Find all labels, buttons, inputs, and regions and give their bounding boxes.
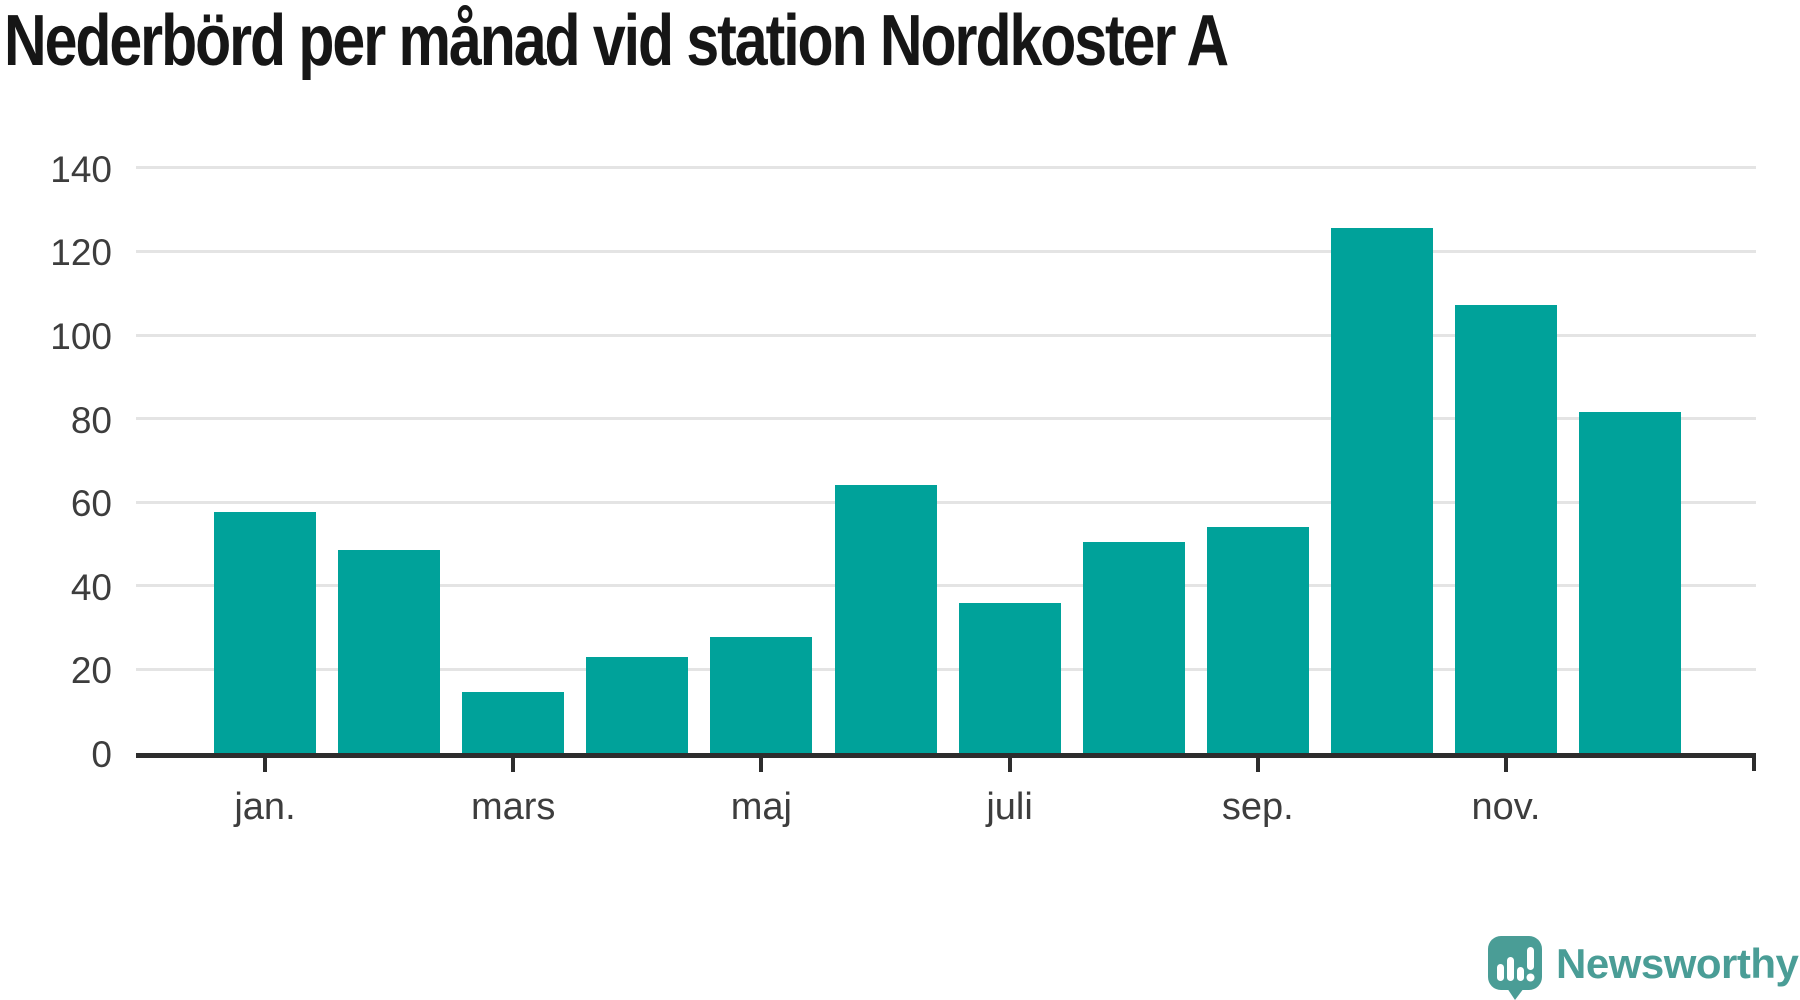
x-axis-label: jan. bbox=[234, 786, 296, 828]
x-axis-tick-jan bbox=[263, 753, 267, 772]
bar-month-6 bbox=[834, 485, 937, 753]
x-axis-label: juli bbox=[986, 786, 1033, 828]
newsworthy-logo-text: Newsworthy bbox=[1556, 940, 1799, 987]
bar-month-9 bbox=[1206, 527, 1309, 753]
bar-month-7 bbox=[958, 603, 1061, 753]
bar-month-1 bbox=[214, 512, 316, 753]
x-axis-line bbox=[136, 753, 1756, 758]
x-axis-tick-maj bbox=[759, 753, 764, 772]
gridline-y-80 bbox=[136, 417, 1756, 421]
bar-month-8 bbox=[1082, 541, 1185, 753]
gridline-y-20 bbox=[136, 667, 1756, 671]
x-axis-end-tick bbox=[1752, 753, 1756, 771]
gridline-y-100 bbox=[136, 333, 1756, 337]
newsworthy-logo: Newsworthy bbox=[1488, 936, 1799, 1000]
bar-month-4 bbox=[586, 656, 689, 753]
y-axis-label: 20 bbox=[70, 650, 112, 692]
x-axis-tick-juli bbox=[1007, 753, 1012, 772]
bar-month-11 bbox=[1455, 304, 1557, 753]
y-axis-label: 140 bbox=[50, 148, 112, 190]
x-axis-tick-sep bbox=[1255, 753, 1260, 772]
x-axis-label: nov. bbox=[1471, 786, 1541, 828]
y-axis-label: 60 bbox=[70, 483, 112, 525]
gridline-y-40 bbox=[136, 584, 1756, 588]
bar-month-12 bbox=[1579, 412, 1682, 753]
gridline-y-120 bbox=[136, 249, 1756, 253]
bar-month-2 bbox=[338, 550, 441, 753]
gridline-y-60 bbox=[136, 500, 1756, 504]
y-axis-label: 0 bbox=[91, 734, 112, 775]
chart-title: Nederbörd per månad vid station Nordkost… bbox=[4, 1, 1229, 81]
y-axis-label: 120 bbox=[50, 232, 112, 274]
y-axis-label: 80 bbox=[70, 399, 112, 441]
y-axis-label: 100 bbox=[50, 316, 112, 357]
x-axis-tick-nov bbox=[1504, 753, 1508, 772]
x-axis-tick-mars bbox=[511, 753, 516, 772]
x-axis-label: maj bbox=[730, 786, 792, 828]
bar-month-5 bbox=[710, 636, 813, 753]
x-axis-label: sep. bbox=[1221, 786, 1294, 828]
y-axis-label: 40 bbox=[70, 566, 112, 608]
x-axis-label: mars bbox=[470, 786, 556, 828]
newsworthy-speech-bubble-bar-chart-icon bbox=[1488, 936, 1542, 1000]
bar-month-10 bbox=[1330, 227, 1433, 753]
gridline-y-140 bbox=[136, 166, 1756, 170]
bar-month-3 bbox=[462, 692, 565, 753]
